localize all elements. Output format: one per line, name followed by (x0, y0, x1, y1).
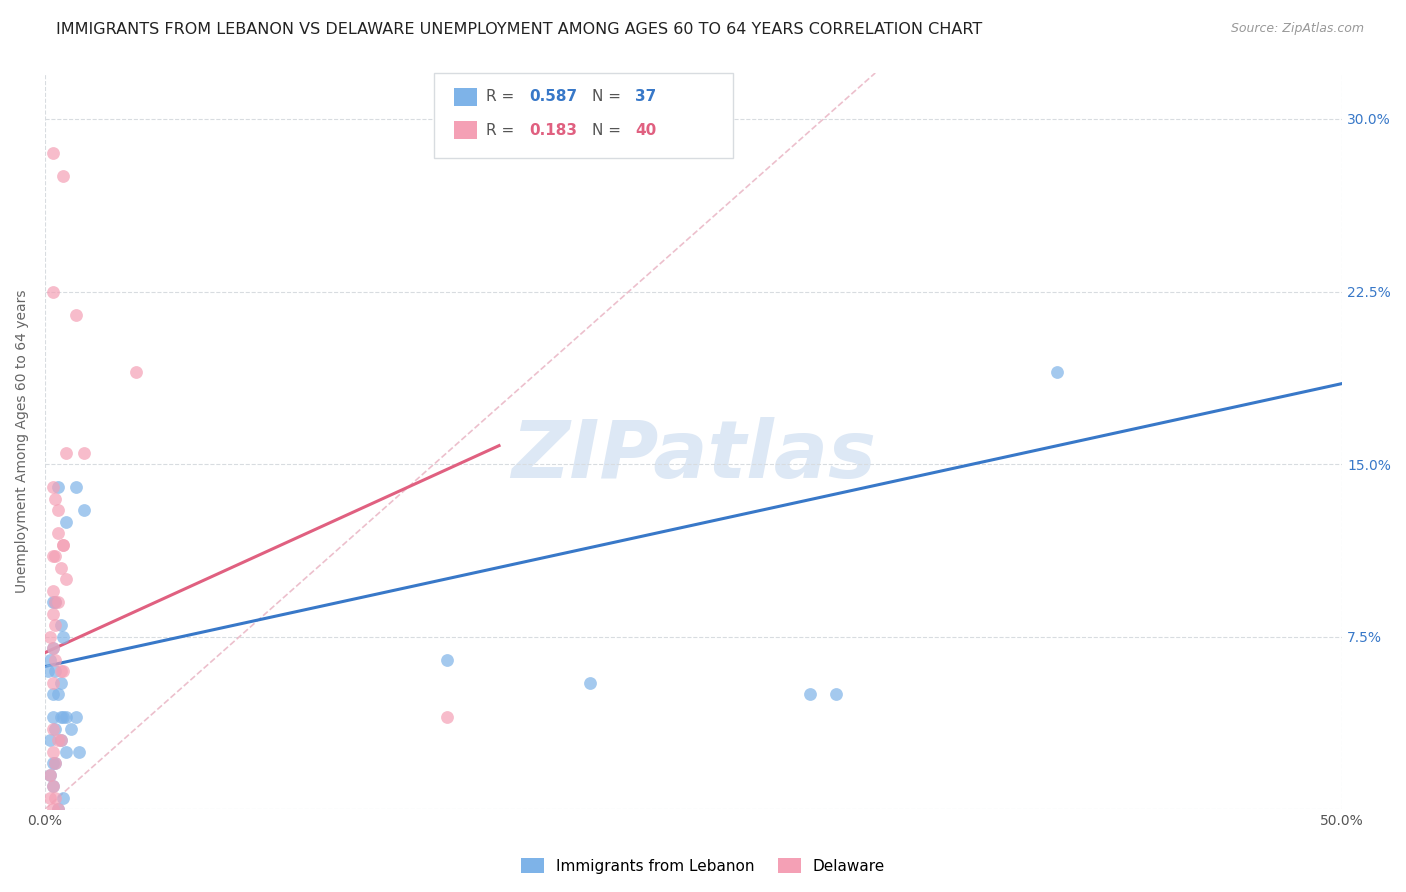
Point (73, 503, 96, 517)
Point (67, 745, 90, 759)
Point (44, 595, 66, 609)
Point (42, 480, 65, 494)
Y-axis label: Unemployment Among Ages 60 to 64 years: Unemployment Among Ages 60 to 64 years (15, 289, 30, 593)
Point (52, 537, 75, 551)
Point (49, 560, 72, 574)
Point (579, 675, 602, 690)
Point (52, 710, 75, 724)
Point (55, 515, 77, 529)
Text: 40: 40 (636, 122, 657, 137)
Point (42, 146, 65, 161)
Point (49, 675, 72, 690)
Text: R =: R = (486, 122, 519, 137)
Text: ZIPatlas: ZIPatlas (512, 417, 876, 495)
Point (436, 652, 458, 666)
Point (52, 664, 75, 678)
Point (42, 675, 65, 690)
Point (44, 618, 66, 632)
Point (42, 710, 65, 724)
Point (799, 687, 821, 701)
Text: 0.587: 0.587 (529, 89, 576, 104)
Point (44, 756, 66, 770)
Point (42, 641, 65, 656)
Point (42, 722, 65, 736)
Point (65, 308, 87, 322)
Point (44, 652, 66, 666)
Point (42, 595, 65, 609)
Point (42, 756, 65, 770)
Point (52, 537, 75, 551)
Point (52, 630, 75, 644)
Text: R =: R = (486, 89, 519, 104)
Point (42, 641, 65, 656)
Text: 37: 37 (636, 89, 657, 104)
Legend: Immigrants from Lebanon, Delaware: Immigrants from Lebanon, Delaware (515, 852, 891, 880)
Point (44, 595, 66, 609)
Point (436, 710, 458, 724)
Point (42, 779, 65, 793)
FancyBboxPatch shape (454, 87, 477, 106)
Point (44, 549, 66, 563)
Point (46, 802, 69, 816)
Point (73, 445, 96, 459)
Point (46, 526, 69, 541)
Point (1046, 365, 1069, 379)
Point (49, 733, 72, 747)
Point (49, 664, 72, 678)
Point (42, 549, 65, 563)
Point (44, 491, 66, 506)
Point (39, 630, 62, 644)
FancyBboxPatch shape (434, 73, 733, 158)
Point (65, 710, 87, 724)
Text: IMMIGRANTS FROM LEBANON VS DELAWARE UNEMPLOYMENT AMONG AGES 60 TO 64 YEARS CORRE: IMMIGRANTS FROM LEBANON VS DELAWARE UNEM… (56, 22, 983, 37)
Point (39, 767, 62, 781)
Point (42, 583, 65, 598)
Point (39, 733, 62, 747)
Point (46, 595, 69, 609)
Point (42, 779, 65, 793)
Point (42, 285, 65, 299)
Text: Source: ZipAtlas.com: Source: ZipAtlas.com (1230, 22, 1364, 36)
Point (46, 733, 69, 747)
Point (55, 445, 77, 459)
Point (49, 733, 72, 747)
Point (125, 365, 148, 379)
Text: N =: N = (592, 89, 626, 104)
Point (65, 480, 87, 494)
Point (46, 480, 69, 494)
Point (37, 664, 59, 678)
Point (52, 169, 75, 184)
Point (44, 790, 66, 805)
Point (49, 618, 72, 632)
Point (42, 745, 65, 759)
Point (49, 710, 72, 724)
Point (46, 802, 69, 816)
FancyBboxPatch shape (454, 120, 477, 139)
Point (52, 790, 75, 805)
Point (42, 607, 65, 621)
Point (59, 722, 82, 736)
Text: N =: N = (592, 122, 626, 137)
Point (46, 503, 69, 517)
Point (44, 722, 66, 736)
Point (825, 687, 848, 701)
Point (44, 756, 66, 770)
Point (46, 687, 69, 701)
Text: 0.183: 0.183 (529, 122, 576, 137)
Point (55, 572, 77, 586)
Point (55, 745, 77, 759)
Point (39, 652, 62, 666)
Point (55, 710, 77, 724)
Point (39, 790, 62, 805)
Point (39, 767, 62, 781)
Point (42, 687, 65, 701)
Point (42, 802, 65, 816)
Point (44, 664, 66, 678)
